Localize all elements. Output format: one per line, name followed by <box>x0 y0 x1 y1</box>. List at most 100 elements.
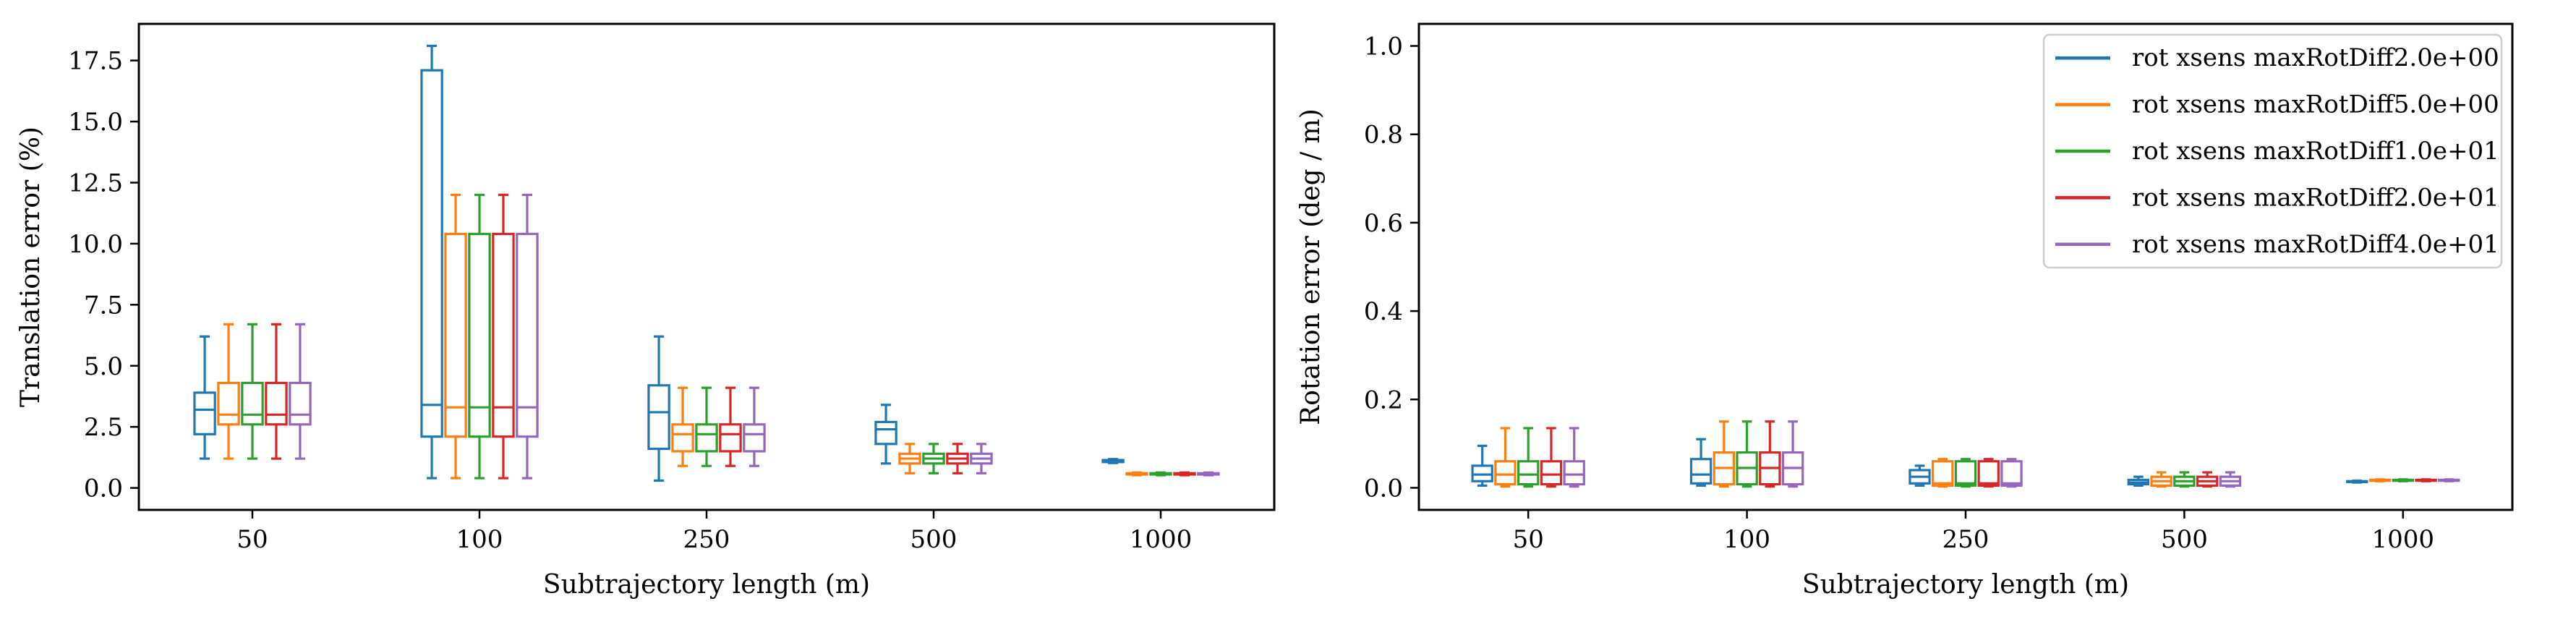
x-tick-label: 50 <box>236 525 268 554</box>
x-tick-label: 100 <box>1723 525 1770 554</box>
y-tick-label: 0.4 <box>1364 297 1403 326</box>
iqr-box <box>743 423 766 453</box>
box-rot-xsens-maxrotdiff4-0e-01-1000 <box>1197 471 1220 477</box>
iqr-box <box>1563 460 1585 486</box>
y-tick-label: 15.0 <box>68 108 123 137</box>
x-tick-label: 100 <box>456 525 503 554</box>
legend-entry: rot xsens maxRotDiff4.0e+01 <box>2132 230 2499 259</box>
box-rot-xsens-maxrotdiff5-0e-00-1000 <box>2368 478 2392 482</box>
x-tick-label: 500 <box>910 525 958 554</box>
box-rot-xsens-maxrotdiff2-0e-01-250 <box>1977 458 2000 488</box>
box-rot-xsens-maxrotdiff5-0e-00-100 <box>444 193 467 480</box>
box-rot-xsens-maxrotdiff1-0e-01-100 <box>1736 420 1758 488</box>
legend-entry: rot xsens maxRotDiff2.0e+00 <box>2132 43 2499 72</box>
box-rot-xsens-maxrotdiff2-0e-00-100 <box>1689 438 1713 487</box>
box-rot-xsens-maxrotdiff2-0e-01-1000 <box>2415 478 2437 482</box>
box-rot-xsens-maxrotdiff5-0e-00-250 <box>1932 458 1954 488</box>
rotation-error-panel: 0.0 0.2 0.4 0.6 0.8 1.0 50 100 250 500 1000 Subtraj… <box>1296 22 2514 600</box>
plot-frame <box>137 22 1276 511</box>
iqr-box <box>420 69 443 438</box>
box-rot-xsens-maxrotdiff2-0e-01-500 <box>2196 471 2219 488</box>
y-tick-label: 12.5 <box>68 169 123 197</box>
iqr-box <box>1540 460 1563 486</box>
box-rot-xsens-maxrotdiff2-0e-00-250 <box>1908 464 1931 487</box>
box-rot-xsens-maxrotdiff1-0e-01-1000 <box>2392 478 2415 482</box>
box-rot-xsens-maxrotdiff5-0e-00-50 <box>1494 427 1517 488</box>
box-rot-xsens-maxrotdiff2-0e-01-50 <box>1540 427 1563 488</box>
iqr-box <box>695 423 718 453</box>
legend-frame <box>2042 33 2503 269</box>
box-rot-xsens-maxrotdiff4-0e-01-250 <box>2000 458 2023 488</box>
box-rot-xsens-maxrotdiff4-0e-01-100 <box>1781 420 1804 488</box>
y-tick-label: 0.6 <box>1364 209 1403 238</box>
box-rot-xsens-maxrotdiff5-0e-00-250 <box>671 386 694 467</box>
box-rot-xsens-maxrotdiff1-0e-01-250 <box>1954 458 1977 488</box>
box-rot-xsens-maxrotdiff5-0e-00-50 <box>217 323 240 460</box>
iqr-box <box>217 381 240 426</box>
box-rot-xsens-maxrotdiff4-0e-01-250 <box>743 386 766 467</box>
box-rot-xsens-maxrotdiff1-0e-01-1000 <box>1149 471 1172 477</box>
iqr-box <box>671 423 694 453</box>
box-rot-xsens-maxrotdiff2-0e-01-100 <box>492 193 515 480</box>
x-tick-label: 250 <box>1942 525 1989 554</box>
y-tick-label: 0.2 <box>1364 385 1403 414</box>
box-rot-xsens-maxrotdiff4-0e-01-50 <box>1563 427 1585 488</box>
legend: rot xsens maxRotDiff2.0e+00 rot xsens max… <box>2042 33 2503 269</box>
y-tick-label: 10.0 <box>68 230 123 259</box>
legend-entry: rot xsens maxRotDiff1.0e+01 <box>2132 137 2499 166</box>
box-rot-xsens-maxrotdiff1-0e-01-250 <box>695 386 718 467</box>
x-tick-label: 500 <box>2161 525 2208 554</box>
box-rot-xsens-maxrotdiff4-0e-01-500 <box>970 443 993 474</box>
iqr-box <box>444 232 467 438</box>
x-axis-label: Subtrajectory length (m) <box>1802 570 2129 600</box>
iqr-box <box>265 381 288 426</box>
box-rot-xsens-maxrotdiff2-0e-00-100 <box>420 44 443 480</box>
translation-error-panel: 0.0 2.5 5.0 7.5 10.0 12.5 15.0 17.5 50 100 250 500 1… <box>16 22 1276 600</box>
iqr-box <box>1494 460 1517 486</box>
y-axis-label: Translation error (%) <box>16 127 46 407</box>
y-tick-label: 0.0 <box>1364 474 1403 503</box>
box-rot-xsens-maxrotdiff2-0e-00-1000 <box>1101 458 1125 464</box>
box-rot-xsens-maxrotdiff2-0e-01-500 <box>946 443 969 474</box>
x-tick-label: 250 <box>683 525 730 554</box>
box-rot-xsens-maxrotdiff2-0e-01-1000 <box>1173 471 1196 477</box>
box-rot-xsens-maxrotdiff2-0e-00-1000 <box>2346 480 2368 484</box>
y-axis-label: Rotation error (deg / m) <box>1296 108 1326 425</box>
box-rot-xsens-maxrotdiff2-0e-00-50 <box>1471 444 1493 487</box>
box-rot-xsens-maxrotdiff5-0e-00-100 <box>1713 420 1736 488</box>
x-tick-label: 1000 <box>1130 525 1193 554</box>
iqr-box <box>1932 460 1954 487</box>
iqr-box <box>193 391 216 435</box>
box-rot-xsens-maxrotdiff2-0e-00-250 <box>647 335 670 482</box>
legend-entry: rot xsens maxRotDiff5.0e+00 <box>2132 90 2499 119</box>
box-rot-xsens-maxrotdiff2-0e-01-50 <box>265 323 288 460</box>
x-tick-label: 50 <box>1513 525 1544 554</box>
iqr-box <box>1977 460 2000 487</box>
box-rot-xsens-maxrotdiff4-0e-01-50 <box>289 323 312 460</box>
box-rot-xsens-maxrotdiff4-0e-01-1000 <box>2438 478 2460 482</box>
box-rot-xsens-maxrotdiff2-0e-00-50 <box>193 335 216 460</box>
box-rot-xsens-maxrotdiff4-0e-01-500 <box>2219 471 2242 488</box>
y-tick-label: 2.5 <box>84 413 123 442</box>
x-axis-label: Subtrajectory length (m) <box>543 570 870 600</box>
iqr-box <box>647 384 670 451</box>
iqr-box <box>1954 460 1977 487</box>
iqr-box <box>719 423 742 453</box>
y-tick-label: 5.0 <box>84 352 123 381</box>
box-rot-xsens-maxrotdiff1-0e-01-50 <box>1517 427 1540 488</box>
y-tick-label: 17.5 <box>68 47 123 76</box>
y-tick-label: 1.0 <box>1364 33 1403 61</box>
y-tick-label: 7.5 <box>84 291 123 320</box>
y-tick-label: 0.0 <box>84 474 123 503</box>
iqr-box <box>241 381 264 426</box>
box-rot-xsens-maxrotdiff5-0e-00-1000 <box>1125 471 1148 477</box>
iqr-box <box>874 420 897 446</box>
iqr-box <box>289 381 312 426</box>
box-rot-xsens-maxrotdiff4-0e-01-100 <box>516 193 539 480</box>
iqr-box <box>516 232 539 438</box>
box-rot-xsens-maxrotdiff2-0e-00-500 <box>874 404 897 465</box>
box-rot-xsens-maxrotdiff1-0e-01-100 <box>468 193 491 480</box>
iqr-box <box>468 232 491 438</box>
iqr-box <box>1689 458 1713 485</box>
